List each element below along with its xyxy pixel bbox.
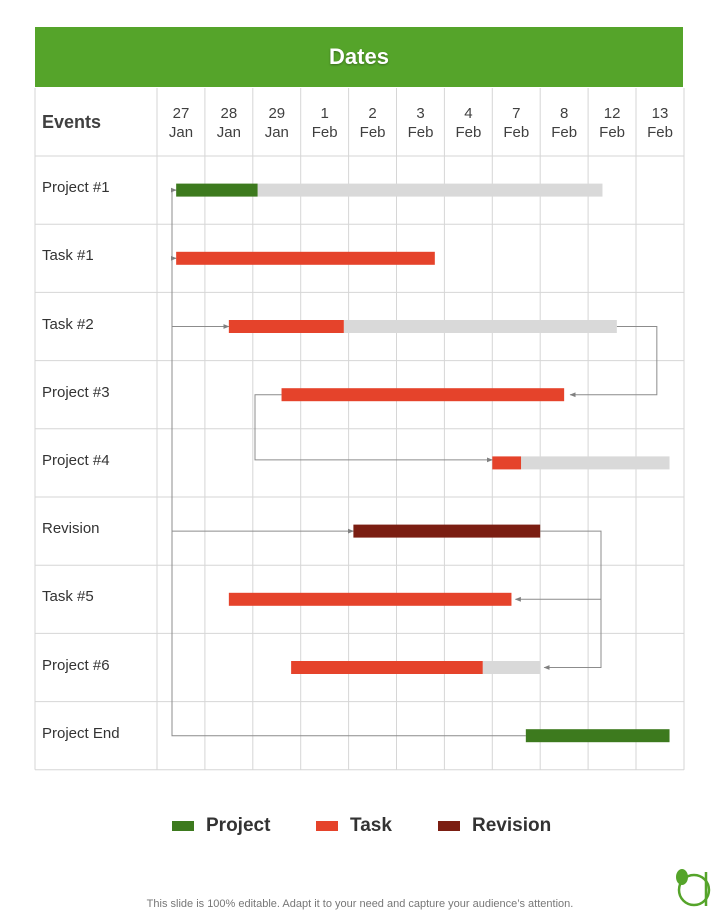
- event-row-label: Task #5: [42, 588, 94, 606]
- legend-label-task: Task: [350, 815, 392, 836]
- date-day: 12: [603, 105, 621, 122]
- date-day: 28: [220, 105, 238, 122]
- date-day: 4: [464, 105, 473, 122]
- date-month: Feb: [311, 124, 338, 141]
- date-month: Feb: [359, 124, 386, 141]
- leaf-logo-icon: [676, 869, 711, 907]
- legend-item-task: Task: [316, 815, 392, 837]
- date-month: Feb: [551, 124, 578, 141]
- events-column-header: Events: [42, 112, 102, 132]
- date-column-label: 7 Feb: [492, 104, 540, 142]
- event-row-label: Project End: [42, 724, 120, 742]
- gantt-chart: [34, 88, 685, 771]
- bar-task: [492, 456, 522, 470]
- date-column-label: 8 Feb: [540, 104, 588, 142]
- date-column-label: 3 Feb: [397, 104, 445, 142]
- date-column-label: 4 Feb: [444, 104, 492, 142]
- bar-project: [176, 183, 258, 197]
- bar-task: [176, 251, 435, 265]
- bar-remaining: [521, 456, 670, 470]
- date-column-label: 28 Jan: [205, 104, 253, 142]
- connector-arrow: [254, 394, 493, 463]
- date-month: Jan: [216, 124, 241, 141]
- event-row-label: Project #3: [42, 383, 110, 401]
- date-month: Jan: [264, 124, 289, 141]
- legend-swatch-revision: [438, 821, 460, 831]
- bar-task: [291, 661, 483, 674]
- bar-remaining: [482, 661, 541, 674]
- date-day: 7: [512, 105, 521, 122]
- event-row-label: Project #1: [42, 179, 110, 197]
- date-day: 8: [560, 105, 569, 122]
- date-day: 1: [320, 105, 329, 122]
- connector-arrow: [170, 187, 526, 737]
- date-month: Feb: [503, 124, 530, 141]
- date-column-label: 13 Feb: [636, 104, 684, 142]
- legend-swatch-task: [316, 821, 338, 831]
- date-column-label: 12 Feb: [588, 104, 636, 142]
- legend-swatch-project: [172, 821, 194, 831]
- date-day: 3: [416, 105, 425, 122]
- bar-revision: [353, 524, 541, 538]
- date-month: Feb: [599, 124, 626, 141]
- date-day: 13: [651, 105, 669, 122]
- dates-header: Dates: [35, 27, 683, 87]
- connector-arrow: [569, 326, 658, 398]
- date-column-label: 2 Feb: [349, 104, 397, 142]
- date-day: 2: [368, 105, 377, 122]
- bar-task: [228, 320, 344, 333]
- event-row-label: Revision: [42, 520, 100, 538]
- legend-label-revision: Revision: [472, 815, 552, 836]
- date-day: 27: [172, 105, 190, 122]
- bar-task: [228, 592, 512, 606]
- date-column-label: 27 Jan: [157, 104, 205, 142]
- date-month: Feb: [647, 124, 673, 141]
- event-row-label: Task #2: [42, 315, 94, 333]
- event-row-label: Task #1: [42, 247, 94, 265]
- date-month: Feb: [407, 124, 434, 141]
- date-month: Feb: [455, 124, 482, 141]
- bar-task: [281, 388, 565, 402]
- event-row-label: Project #4: [42, 451, 110, 469]
- dates-header-title: Dates: [329, 44, 389, 69]
- date-column-label: 29 Jan: [253, 104, 301, 142]
- legend-label-project: Project: [206, 815, 271, 836]
- date-column-label: 1 Feb: [301, 104, 349, 142]
- date-day: 29: [268, 105, 286, 122]
- event-row-label: Project #6: [42, 656, 110, 674]
- footer-note: This slide is 100% editable. Adapt it to…: [146, 898, 574, 910]
- bar-project: [525, 729, 670, 743]
- date-month: Jan: [168, 124, 194, 141]
- bar-remaining: [343, 320, 617, 333]
- legend-item-revision: Revision: [438, 815, 551, 837]
- bar-remaining: [257, 183, 603, 197]
- legend-item-project: Project: [172, 815, 270, 837]
